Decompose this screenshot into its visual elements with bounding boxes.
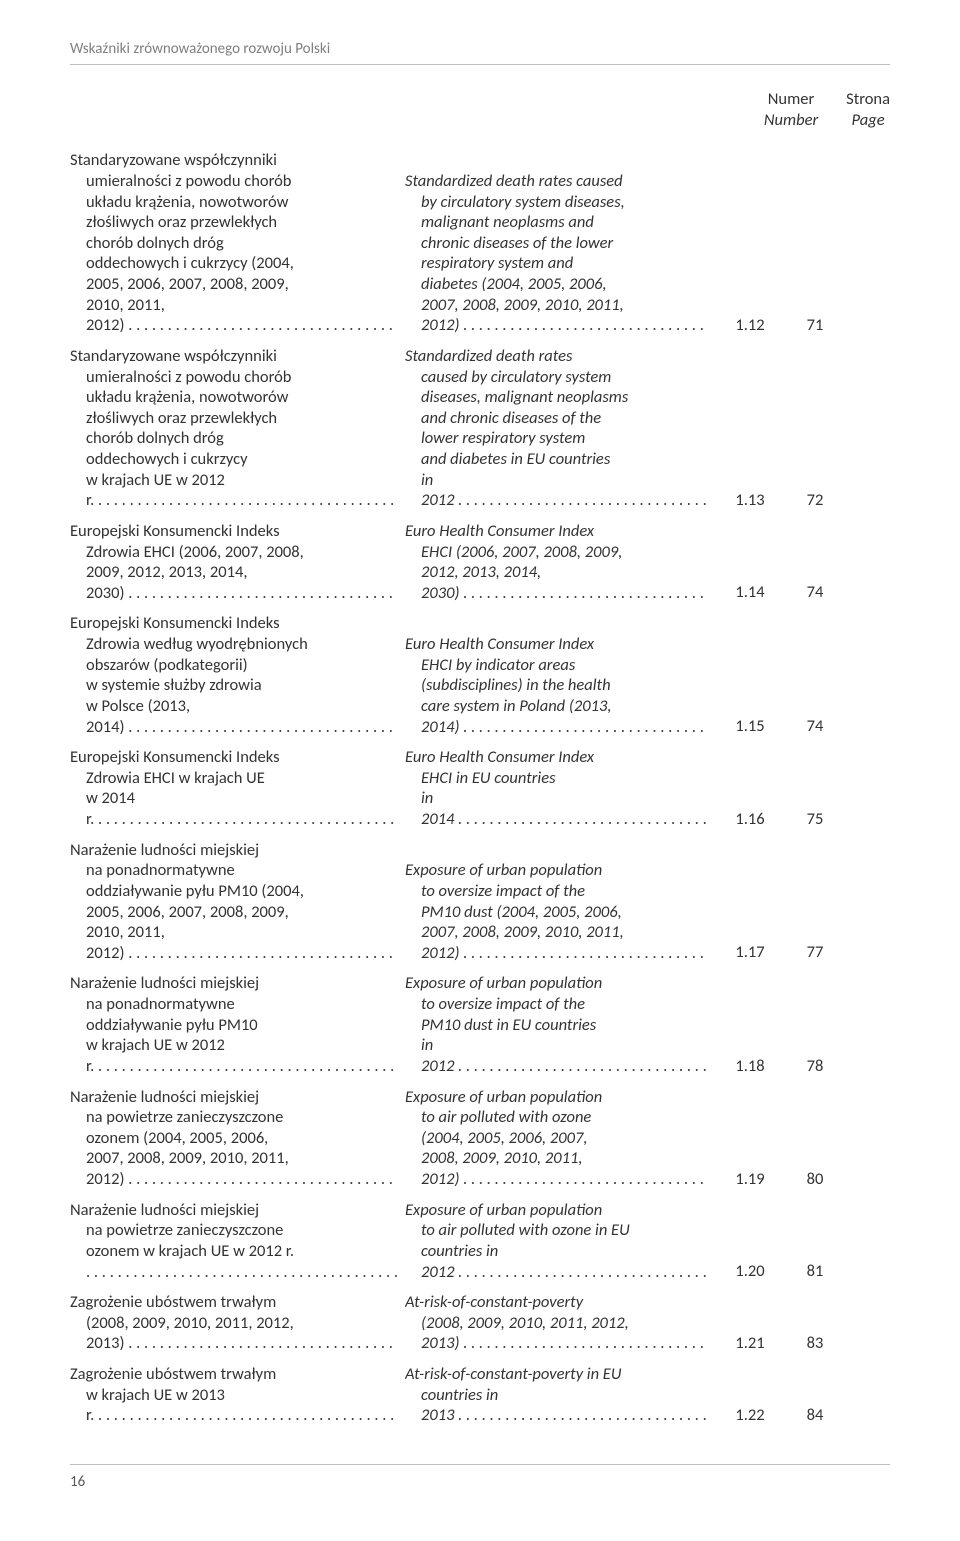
running-header: Wskaźniki zrównoważonego rozwoju Polski	[70, 40, 890, 65]
entry-page: 78	[785, 1056, 845, 1077]
col-numer-en: Number	[764, 110, 818, 131]
entry-number: 1.18	[715, 1056, 785, 1077]
entry-polish: Europejski Konsumencki IndeksZdrowia EHC…	[70, 521, 405, 604]
dot-leader: . . . . . . . . . . . . . . . . . . . . …	[124, 1169, 397, 1189]
entry-page: 74	[785, 582, 845, 603]
entry-page: 80	[785, 1169, 845, 1190]
dot-leader: . . . . . . . . . . . . . . . . . . . . …	[459, 943, 707, 963]
col-numer-pl: Numer	[764, 89, 818, 110]
entry-number: 1.16	[715, 809, 785, 830]
entry-page: 84	[785, 1405, 845, 1426]
entry-number: 1.22	[715, 1405, 785, 1426]
toc-entry: Standaryzowane współczynnikiumieralności…	[70, 150, 890, 336]
entry-polish: Zagrożenie ubóstwem trwałymw krajach UE …	[70, 1364, 405, 1426]
dot-leader: . . . . . . . . . . . . . . . . . . . . …	[124, 943, 397, 963]
entry-page: 83	[785, 1333, 845, 1354]
toc-entry: Narażenie ludności miejskiejna powietrze…	[70, 1087, 890, 1190]
toc-entry: Europejski Konsumencki IndeksZdrowia EHC…	[70, 747, 890, 830]
col-header-strona: Strona Page	[846, 89, 890, 130]
dot-leader: . . . . . . . . . . . . . . . . . . . . …	[459, 315, 707, 335]
col-strona-en: Page	[846, 110, 890, 131]
dot-leader: . . . . . . . . . . . . . . . . . . . . …	[124, 315, 397, 335]
entry-polish: Narażenie ludności miejskiejna ponadnorm…	[70, 840, 405, 964]
col-strona-pl: Strona	[846, 89, 890, 110]
entry-number: 1.15	[715, 716, 785, 737]
toc-entry: Standaryzowane współczynnikiumieralności…	[70, 346, 890, 511]
entry-polish: Standaryzowane współczynnikiumieralności…	[70, 346, 405, 511]
entry-english: Exposure of urban populationto oversize …	[405, 860, 715, 963]
entry-page: 72	[785, 490, 845, 511]
dot-leader: . . . . . . . . . . . . . . . . . . . . …	[94, 1405, 397, 1425]
entry-polish: Standaryzowane współczynnikiumieralności…	[70, 150, 405, 336]
column-headers: Numer Number Strona Page	[70, 89, 890, 130]
entry-english: Standardized death ratescaused by circul…	[405, 346, 715, 511]
page-number: 16	[70, 1473, 85, 1491]
toc-entry: Europejski Konsumencki IndeksZdrowia wed…	[70, 613, 890, 737]
entry-number: 1.12	[715, 315, 785, 336]
entry-english: Euro Health Consumer IndexEHCI by indica…	[405, 634, 715, 737]
entry-number: 1.14	[715, 582, 785, 603]
entry-page: 71	[785, 315, 845, 336]
dot-leader: . . . . . . . . . . . . . . . . . . . . …	[454, 1405, 707, 1425]
col-header-numer: Numer Number	[764, 89, 818, 130]
toc-entry: Europejski Konsumencki IndeksZdrowia EHC…	[70, 521, 890, 604]
entry-polish: Narażenie ludności miejskiejna powietrze…	[70, 1200, 405, 1283]
entry-page: 74	[785, 716, 845, 737]
entry-polish: Europejski Konsumencki IndeksZdrowia wed…	[70, 613, 405, 737]
dot-leader: . . . . . . . . . . . . . . . . . . . . …	[454, 490, 707, 510]
dot-leader: . . . . . . . . . . . . . . . . . . . . …	[94, 809, 397, 829]
dot-leader: . . . . . . . . . . . . . . . . . . . . …	[124, 1333, 397, 1353]
entry-page: 75	[785, 809, 845, 830]
entry-english: Standardized death rates causedby circul…	[405, 171, 715, 336]
toc-entry: Narażenie ludności miejskiejna ponadnorm…	[70, 840, 890, 964]
dot-leader: . . . . . . . . . . . . . . . . . . . . …	[124, 717, 397, 737]
dot-leader: . . . . . . . . . . . . . . . . . . . . …	[459, 583, 707, 603]
toc-entry: Zagrożenie ubóstwem trwałym(2008, 2009, …	[70, 1292, 890, 1354]
entry-page: 77	[785, 942, 845, 963]
dot-leader: . . . . . . . . . . . . . . . . . . . . …	[459, 1333, 707, 1353]
entry-english: Exposure of urban populationto air pollu…	[405, 1200, 715, 1283]
dot-leader: . . . . . . . . . . . . . . . . . . . . …	[454, 1056, 707, 1076]
toc-rows: Standaryzowane współczynnikiumieralności…	[70, 150, 890, 1426]
page-footer: 16	[70, 1464, 890, 1491]
entry-polish: Europejski Konsumencki IndeksZdrowia EHC…	[70, 747, 405, 830]
dot-leader: . . . . . . . . . . . . . . . . . . . . …	[94, 1056, 397, 1076]
dot-leader: . . . . . . . . . . . . . . . . . . . . …	[90, 1262, 397, 1282]
entry-english: Exposure of urban populationto air pollu…	[405, 1087, 715, 1190]
entry-english: Euro Health Consumer IndexEHCI (2006, 20…	[405, 521, 715, 604]
dot-leader: . . . . . . . . . . . . . . . . . . . . …	[94, 490, 397, 510]
entry-number: 1.17	[715, 942, 785, 963]
dot-leader: . . . . . . . . . . . . . . . . . . . . …	[454, 1262, 707, 1282]
toc-entry: Zagrożenie ubóstwem trwałymw krajach UE …	[70, 1364, 890, 1426]
entry-english: At-risk-of-constant-poverty in EUcountri…	[405, 1364, 715, 1426]
entry-polish: Narażenie ludności miejskiejna ponadnorm…	[70, 973, 405, 1076]
entry-english: At-risk-of-constant-poverty(2008, 2009, …	[405, 1292, 715, 1354]
toc-entry: Narażenie ludności miejskiejna ponadnorm…	[70, 973, 890, 1076]
dot-leader: . . . . . . . . . . . . . . . . . . . . …	[459, 1169, 707, 1189]
entry-number: 1.21	[715, 1333, 785, 1354]
entry-polish: Narażenie ludności miejskiejna powietrze…	[70, 1087, 405, 1190]
entry-page: 81	[785, 1261, 845, 1282]
entry-number: 1.19	[715, 1169, 785, 1190]
entry-number: 1.20	[715, 1261, 785, 1282]
entry-english: Euro Health Consumer IndexEHCI in EU cou…	[405, 747, 715, 830]
toc-entry: Narażenie ludności miejskiejna powietrze…	[70, 1200, 890, 1283]
dot-leader: . . . . . . . . . . . . . . . . . . . . …	[454, 809, 707, 829]
dot-leader: . . . . . . . . . . . . . . . . . . . . …	[124, 583, 397, 603]
entry-english: Exposure of urban populationto oversize …	[405, 973, 715, 1076]
dot-leader: . . . . . . . . . . . . . . . . . . . . …	[459, 717, 707, 737]
entry-number: 1.13	[715, 490, 785, 511]
entry-polish: Zagrożenie ubóstwem trwałym(2008, 2009, …	[70, 1292, 405, 1354]
